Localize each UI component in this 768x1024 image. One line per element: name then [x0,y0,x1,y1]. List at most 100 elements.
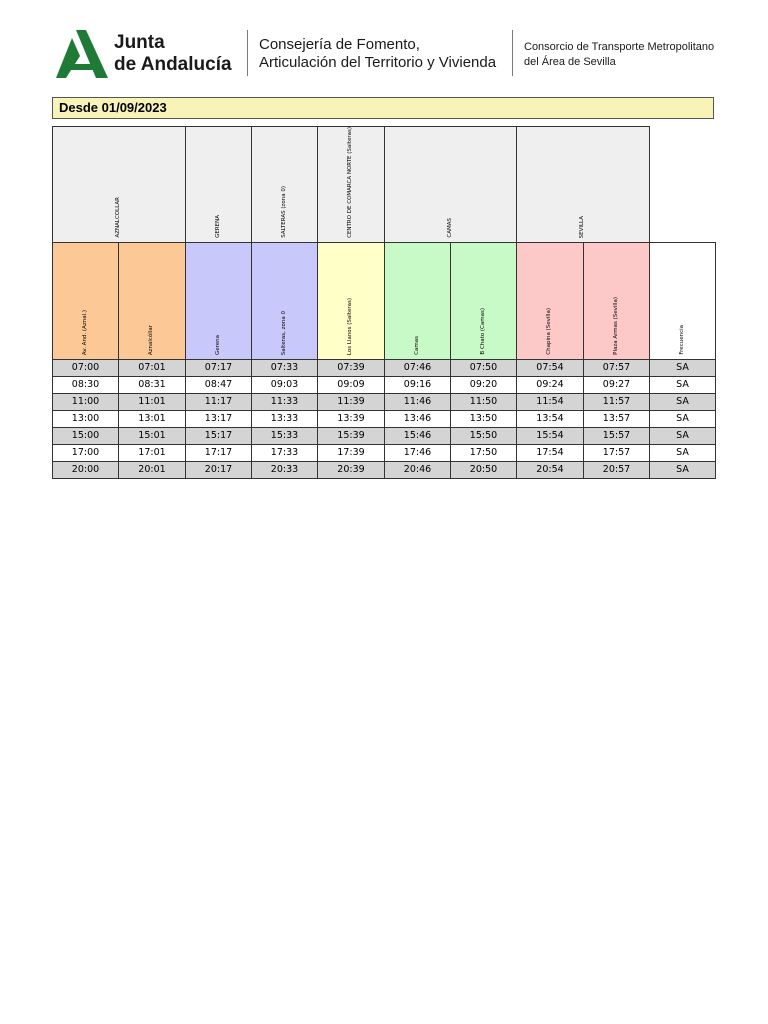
zone-label: CENTRO DE COMARCA NORTE (Salteras) [347,127,353,238]
zone-header-cell: GERENA [185,126,252,243]
time-cell: 09:03 [251,375,318,394]
time-cell: 20:46 [384,460,451,479]
table-row: 07:00 07:01 07:17 07:33 07:39 07:46 07:50 07:54… [52,358,716,377]
time-cell: 11:54 [516,392,584,411]
time-cell: 17:01 [118,443,186,462]
stop-header-cell: B Chato (Camas) [450,241,517,360]
time-cell: 17:54 [516,443,584,462]
time-cell: 09:27 [583,375,650,394]
consorcio-line-2: del Área de Sevilla [524,56,616,68]
zone-label: SALTERAS (zona 0) [280,186,287,238]
timetable: AZNALCOLLAR GERENA SALTERAS (zona 0) CENTRO… [52,126,716,479]
time-cell: 17:39 [317,443,385,462]
page-header: Junta de Andalucía Consejería de Fomento… [56,26,716,82]
time-cell: 09:09 [317,375,385,394]
junta-andalucia-logo-icon [56,30,108,78]
time-cell: 13:50 [450,409,517,428]
frequency-cell: SA [649,358,716,377]
time-cell: 13:17 [185,409,252,428]
stop-label: Av. And. (Aznal.) [81,309,88,355]
zone-header-blank [650,127,716,243]
time-cell: 15:50 [450,426,517,445]
stop-label: B Chato (Camas) [479,308,486,355]
stop-header-cell: Los Llanos (Salteras) [317,241,385,360]
frequency-cell: SA [649,443,716,462]
time-cell: 08:31 [118,375,186,394]
time-cell: 13:01 [118,409,186,428]
zone-label: SEVILLA [579,215,585,238]
zone-label: AZNALCOLLAR [115,197,121,238]
time-cell: 07:17 [185,358,252,377]
zone-header-row: AZNALCOLLAR GERENA SALTERAS (zona 0) CENTRO… [52,126,716,243]
time-cell: 20:54 [516,460,584,479]
frequency-cell: SA [649,375,716,394]
time-cell: 07:00 [52,358,119,377]
time-cell: 11:17 [185,392,252,411]
time-cell: 17:46 [384,443,451,462]
time-cell: 20:00 [52,460,119,479]
time-cell: 08:30 [52,375,119,394]
table-row: 11:00 11:01 11:17 11:33 11:39 11:46 11:50 11:54… [52,392,716,411]
time-cell: 09:16 [384,375,451,394]
time-cell: 15:39 [317,426,385,445]
time-cell: 20:33 [251,460,318,479]
time-cell: 11:57 [583,392,650,411]
stop-header-cell: Gerena [185,241,252,360]
time-cell: 17:50 [450,443,517,462]
time-cell: 07:01 [118,358,186,377]
validity-banner: Desde 01/09/2023 [52,97,714,119]
time-cell: 15:46 [384,426,451,445]
stop-header-cell: Aznalcóllar [118,241,186,360]
consorcio-line-1: Consorcio de Transporte Metropolitano [524,41,715,53]
stop-header-row: Av. And. (Aznal.) Aznalcóllar Gerena Salter… [52,241,716,360]
stop-header-cell: Camas [384,241,451,360]
stop-header-cell: Frecuencia [649,241,716,360]
time-cell: 17:57 [583,443,650,462]
table-row: 17:00 17:01 17:17 17:33 17:39 17:46 17:50 17:54… [52,443,716,462]
frequency-cell: SA [649,426,716,445]
frequency-cell: SA [649,409,716,428]
time-cell: 11:00 [52,392,119,411]
time-cell: 13:39 [317,409,385,428]
time-cell: 17:00 [52,443,119,462]
stop-label: Chapina (Sevilla) [546,308,552,355]
time-cell: 13:00 [52,409,119,428]
stop-label: Camas [413,336,420,355]
zone-header-cell: SALTERAS (zona 0) [251,126,318,243]
time-cell: 08:47 [185,375,252,394]
zone-label: GERENA [214,214,221,238]
frequency-cell: SA [649,460,716,479]
table-row: 15:00 15:01 15:17 15:33 15:39 15:46 15:50 15:54… [52,426,716,445]
stop-header-cell: Av. And. (Aznal.) [52,241,119,360]
stop-label: Gerena [214,334,221,355]
time-cell: 20:50 [450,460,517,479]
time-cell: 09:24 [516,375,584,394]
stop-header-cell: Salteras, zona 0 [251,241,318,360]
time-cell: 07:33 [251,358,318,377]
time-cell: 15:17 [185,426,252,445]
stop-label: Salteras, zona 0 [280,310,287,355]
time-cell: 15:54 [516,426,584,445]
consejeria-line-1: Consejería de Fomento, [259,36,420,53]
stop-header-cell: Chapina (Sevilla) [516,241,584,360]
logo-line-1: Junta [114,32,165,53]
time-cell: 07:46 [384,358,451,377]
time-cell: 20:57 [583,460,650,479]
stop-label: Los Llanos (Salteras) [347,297,353,355]
time-cell: 20:17 [185,460,252,479]
zone-header-cell: CAMAS [384,126,517,243]
stop-label: Plaza Armas (Sevilla) [612,297,619,355]
time-cell: 07:50 [450,358,517,377]
time-cell: 20:39 [317,460,385,479]
table-row: 20:00 20:01 20:17 20:33 20:39 20:46 20:50 20:54… [52,460,716,479]
table-row: 13:00 13:01 13:17 13:33 13:39 13:46 13:50 13:54… [52,409,716,428]
table-row: 08:30 08:31 08:47 09:03 09:09 09:16 09:20 09:24… [52,375,716,394]
time-cell: 15:01 [118,426,186,445]
time-cell: 11:01 [118,392,186,411]
time-cell: 15:00 [52,426,119,445]
consejeria-title: Consejería de Fomento, Articulación del … [259,36,496,72]
time-cell: 07:54 [516,358,584,377]
logo-line-2: de Andalucía [114,54,232,75]
time-cell: 07:39 [317,358,385,377]
zone-header-cell: CENTRO DE COMARCA NORTE (Salteras) [317,126,385,243]
